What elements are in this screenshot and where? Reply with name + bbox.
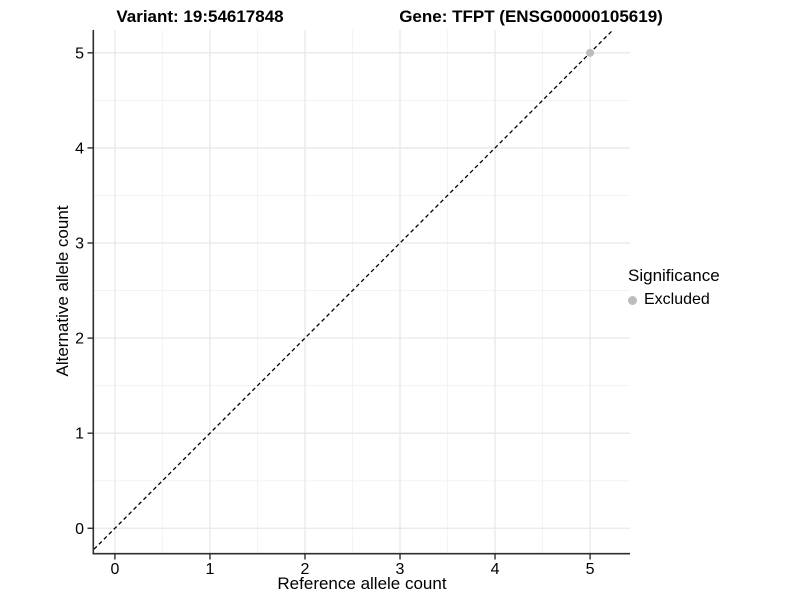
y-axis-title: Alternative allele count [53,205,72,377]
plot-title-variant: Variant: 19:54617848 [116,7,284,26]
legend-key-dot-icon [628,295,637,305]
x-tick-label: 1 [205,561,214,578]
x-axis-title: Reference allele count [277,574,447,593]
x-tick-label: 0 [110,561,119,578]
y-tick-label: 4 [75,140,84,157]
y-tick-label: 0 [75,521,84,538]
y-tick-label: 5 [75,45,84,62]
legend-items: Excluded [628,291,720,309]
legend: Significance Excluded [628,266,720,309]
x-tick-label: 2 [301,561,310,578]
identity-reference-line [94,30,614,550]
x-tick-label: 3 [396,561,405,578]
data-point-excluded [586,48,595,57]
y-tick-label: 1 [75,426,84,443]
plot-title-gene: Gene: TFPT (ENSG00000105619) [399,7,663,26]
legend-item-excluded: Excluded [628,291,720,309]
x-tick-label: 4 [491,561,500,578]
y-tick-label: 2 [75,331,84,348]
y-tick-label: 3 [75,236,84,253]
x-tick-label: 5 [586,561,595,578]
legend-title: Significance [628,266,720,285]
legend-item-label: Excluded [644,291,710,308]
